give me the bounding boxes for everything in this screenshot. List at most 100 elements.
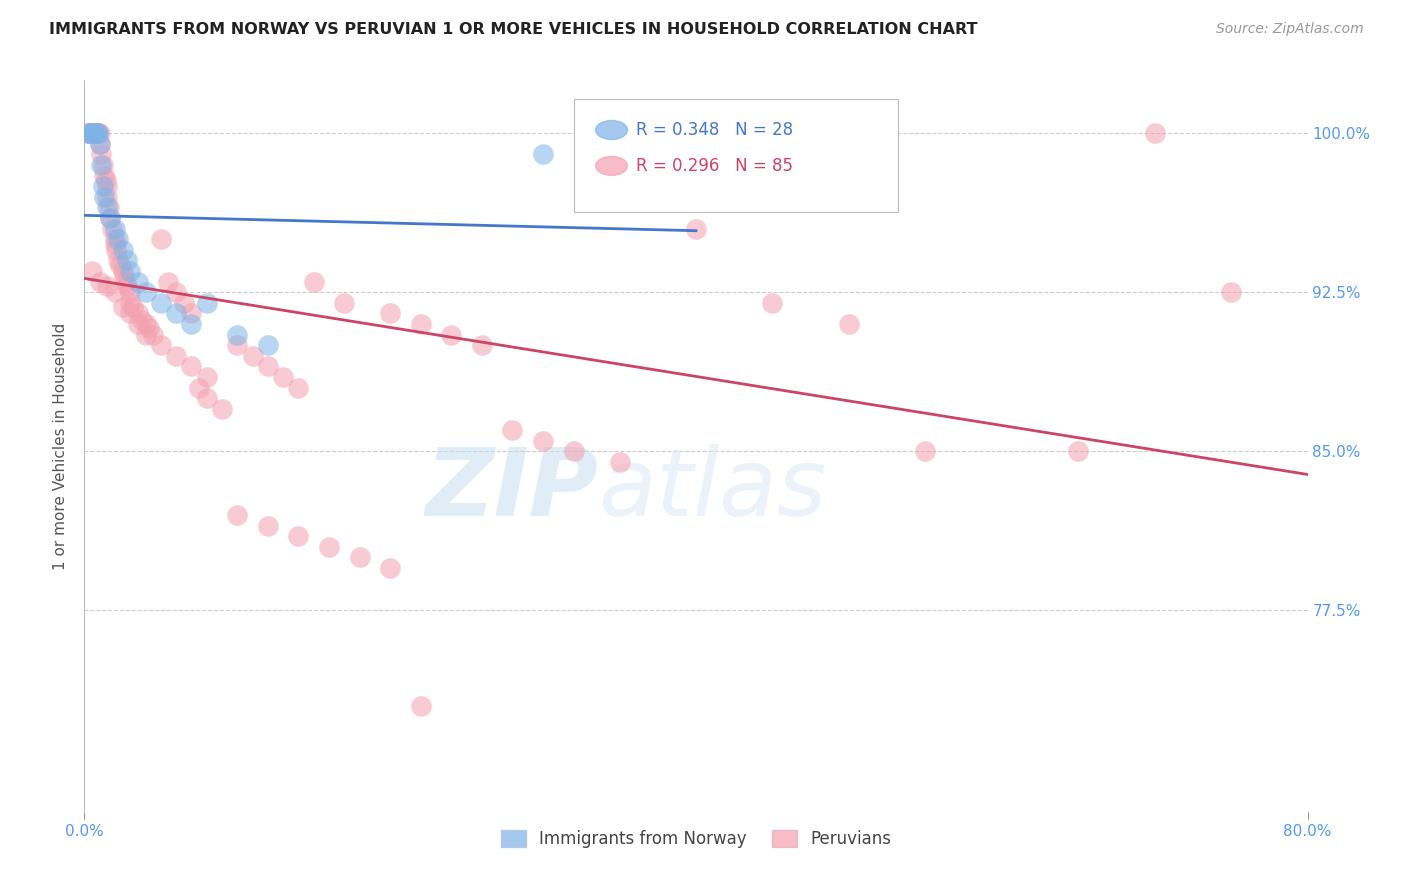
Point (180, 306, 202, 320)
Point (93, 169, 115, 183)
Point (115, 253, 138, 268)
Point (195, 296, 218, 310)
Point (165, 349, 187, 363)
Point (609, 126, 631, 140)
Y-axis label: 1 or more Vehicles in Household: 1 or more Vehicles in Household (53, 322, 69, 570)
Point (380, 306, 402, 320)
Point (120, 264, 142, 278)
Point (96, 279, 118, 293)
Point (131, 313, 153, 327)
Point (349, 550, 371, 565)
Point (761, 296, 783, 310)
Point (180, 317, 202, 331)
Point (257, 338, 280, 352)
Text: IMMIGRANTS FROM NORWAY VS PERUVIAN 1 OR MORE VEHICLES IN HOUSEHOLD CORRELATION C: IMMIGRANTS FROM NORWAY VS PERUVIAN 1 OR … (49, 22, 977, 37)
Point (112, 270, 135, 285)
Point (104, 285, 127, 300)
Point (149, 338, 172, 352)
Point (1067, 444, 1090, 458)
Point (531, 434, 554, 448)
Point (120, 285, 142, 300)
Point (838, 317, 860, 331)
Text: ZIP: ZIP (425, 444, 598, 536)
Point (127, 317, 149, 331)
Point (609, 455, 631, 469)
Point (409, 317, 432, 331)
Point (87, 126, 110, 140)
Point (77, 126, 100, 140)
FancyBboxPatch shape (574, 99, 898, 212)
Point (562, 444, 585, 458)
Point (108, 258, 131, 272)
Text: R = 0.296   N = 85: R = 0.296 N = 85 (636, 157, 793, 175)
Text: R = 0.348   N = 28: R = 0.348 N = 28 (636, 121, 793, 139)
Point (83, 126, 105, 140)
Point (97, 201, 120, 215)
Point (271, 370, 294, 384)
Point (135, 285, 157, 300)
Point (257, 359, 280, 374)
Point (91, 158, 114, 172)
Point (195, 392, 218, 406)
Point (287, 381, 309, 395)
Point (440, 327, 463, 342)
Circle shape (596, 156, 627, 176)
Point (226, 508, 249, 522)
Point (142, 327, 165, 342)
Point (90, 147, 112, 161)
Point (101, 221, 124, 235)
Point (91, 179, 114, 194)
Point (173, 296, 195, 310)
Point (104, 221, 127, 235)
Point (98, 211, 121, 225)
Point (188, 381, 211, 395)
Point (135, 317, 157, 331)
Text: Source: ZipAtlas.com: Source: ZipAtlas.com (1216, 22, 1364, 37)
Point (226, 338, 249, 352)
Point (257, 518, 280, 533)
Point (89, 136, 111, 151)
Point (1143, 126, 1166, 140)
Point (502, 423, 524, 437)
Point (333, 296, 356, 310)
Point (89, 136, 111, 151)
Point (107, 232, 129, 246)
Text: atlas: atlas (598, 444, 827, 535)
Point (138, 321, 160, 335)
Point (914, 444, 936, 458)
Point (135, 327, 157, 342)
Point (127, 306, 149, 320)
Point (115, 279, 138, 293)
Point (79, 126, 101, 140)
Point (83, 126, 105, 140)
Point (157, 275, 180, 289)
Point (96, 190, 118, 204)
Point (87, 126, 110, 140)
Point (380, 561, 402, 575)
Point (76, 126, 98, 140)
Point (114, 275, 136, 289)
Point (409, 698, 432, 713)
Point (80, 126, 103, 140)
Point (104, 236, 127, 251)
Point (93, 190, 115, 204)
Point (111, 300, 134, 314)
Point (165, 285, 187, 300)
Point (226, 327, 249, 342)
Point (531, 147, 554, 161)
Point (302, 275, 325, 289)
Point (1220, 285, 1243, 300)
Point (79, 126, 101, 140)
Point (149, 296, 172, 310)
Point (120, 296, 142, 310)
Point (287, 529, 309, 543)
Point (86, 126, 108, 140)
Point (180, 359, 202, 374)
Point (318, 540, 340, 554)
Point (120, 306, 142, 320)
Point (77, 126, 100, 140)
Point (111, 264, 134, 278)
Point (94, 173, 117, 187)
Point (96, 201, 118, 215)
Point (104, 232, 127, 246)
